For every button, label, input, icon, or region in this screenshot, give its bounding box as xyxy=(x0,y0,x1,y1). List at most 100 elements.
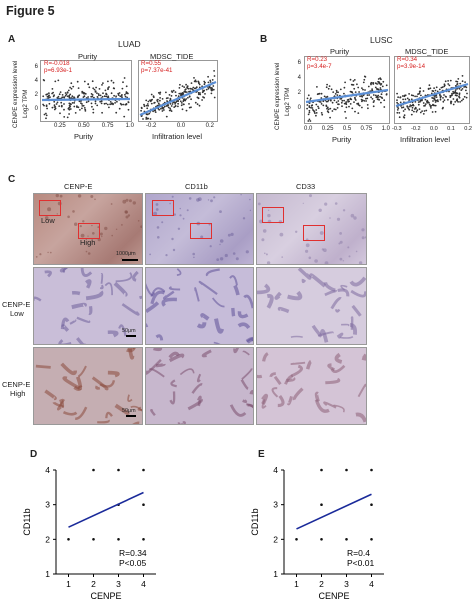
scatter-dot xyxy=(343,92,345,95)
scatter-dot xyxy=(165,105,168,107)
scatter-dot xyxy=(409,104,412,106)
scatter-dot xyxy=(84,93,87,95)
tissue-strand xyxy=(60,362,77,376)
scatter-dot xyxy=(445,96,447,98)
scatter-dot xyxy=(67,107,70,110)
panel-a-right-scatter xyxy=(138,60,218,122)
scatter-dot xyxy=(316,93,319,96)
scatter-dot xyxy=(90,102,93,105)
scatter-dot xyxy=(319,101,322,103)
scatter-dot xyxy=(338,103,340,106)
scatter-dot xyxy=(325,86,328,89)
scatter-dot xyxy=(93,96,95,99)
scatter-dot xyxy=(209,79,212,82)
y-tick-label: 1 xyxy=(45,569,50,579)
scatter-dot xyxy=(359,95,361,98)
scatter-dot xyxy=(169,107,171,110)
scatter-dot xyxy=(116,100,118,103)
figure-title: Figure 5 xyxy=(6,4,55,18)
tissue-speck xyxy=(197,197,202,201)
scatter-dot xyxy=(180,104,183,107)
tissue-strand xyxy=(80,268,93,277)
xtick: 1.0 xyxy=(381,126,390,132)
tissue-strand xyxy=(196,322,207,329)
scatter-dot xyxy=(92,108,95,111)
tissue-speck xyxy=(171,237,174,241)
scatter-dot xyxy=(419,87,422,90)
y-tick-label: 3 xyxy=(45,500,50,510)
scatter-dot xyxy=(351,83,354,86)
scatter-dot xyxy=(416,95,418,98)
scatter-dot xyxy=(426,99,429,102)
roi-box-low xyxy=(39,200,61,216)
scatter-dot xyxy=(458,93,461,96)
tissue-speck xyxy=(50,251,52,254)
xtick: -0.2 xyxy=(146,123,157,129)
xtick: 0.0 xyxy=(429,126,438,132)
scatter-dot xyxy=(209,81,212,83)
scatter-dot xyxy=(439,96,442,99)
scatter-dot xyxy=(402,106,405,109)
scatter-dot xyxy=(366,104,369,106)
data-point xyxy=(142,468,145,472)
scatter-dot xyxy=(343,99,345,102)
scatter-dot xyxy=(372,105,375,108)
scatter-dot xyxy=(45,112,47,115)
scatter-dot xyxy=(460,89,463,91)
scatter-dot xyxy=(427,101,430,104)
tissue-strand xyxy=(34,296,42,302)
scatter-dot xyxy=(85,101,88,104)
scatter-dot xyxy=(187,87,190,90)
scatter-dot xyxy=(103,102,106,105)
tissue-speck xyxy=(173,213,176,216)
scatter-dot xyxy=(51,92,53,95)
scatter-dot xyxy=(205,88,208,91)
scatter-dot xyxy=(188,103,190,105)
tissue-strand xyxy=(261,399,267,409)
scatter-dot xyxy=(335,91,338,93)
scatter-dot xyxy=(66,95,69,98)
stat-annotation: R=0.34 xyxy=(119,548,147,558)
ihc-low-cd33 xyxy=(256,267,367,345)
scatter-dot xyxy=(191,88,193,90)
scatter-dot xyxy=(60,101,63,104)
tissue-speck xyxy=(87,252,91,255)
tissue-speck xyxy=(91,224,93,227)
ytick: 0 xyxy=(297,105,301,111)
tissue-speck xyxy=(348,255,351,258)
xtick: 0.25 xyxy=(54,123,66,129)
tissue-strand xyxy=(330,297,342,310)
scatter-dot xyxy=(443,99,446,101)
scatter-dot xyxy=(439,93,441,96)
scatter-dot xyxy=(105,95,108,98)
scatter-dot xyxy=(194,87,197,90)
col-header-cd33: CD33 xyxy=(296,182,316,191)
ytick: 6 xyxy=(34,64,38,70)
tissue-strand xyxy=(277,394,285,408)
scatter-dot xyxy=(461,88,464,90)
data-point xyxy=(345,538,348,541)
scale-bar-top xyxy=(122,259,138,261)
roi-box-low xyxy=(262,207,284,223)
scatter-dot xyxy=(435,86,438,89)
panel-b-right-xlabel: Infiltration level xyxy=(400,135,451,144)
tissue-strand xyxy=(257,283,271,295)
scatter-dot xyxy=(79,109,81,111)
scatter-dot xyxy=(180,102,183,104)
scatter-dot xyxy=(53,104,56,107)
tissue-speck xyxy=(219,243,221,246)
tissue-speck xyxy=(125,215,129,219)
scatter-dot xyxy=(152,96,155,99)
scatter-dot xyxy=(81,91,84,94)
tissue-speck xyxy=(97,226,100,229)
tissue-texture xyxy=(34,348,142,424)
scatter-dot xyxy=(322,104,325,107)
tissue-strand xyxy=(245,336,253,343)
scatter-dot xyxy=(156,99,158,101)
tissue-speck xyxy=(92,232,95,235)
scatter-dot xyxy=(325,96,327,99)
tissue-strand xyxy=(337,288,350,297)
scatter-dot xyxy=(161,110,164,112)
data-point xyxy=(117,468,120,472)
scatter-dot xyxy=(96,92,98,94)
